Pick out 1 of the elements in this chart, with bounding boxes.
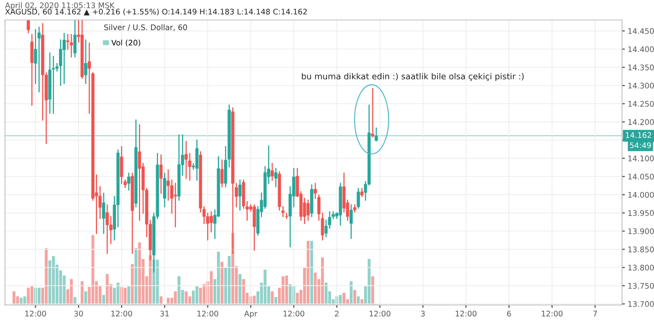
annotation: bu muma dikkat edin :) saatlik bile olsa çekiçi pistir :) <box>302 72 524 82</box>
